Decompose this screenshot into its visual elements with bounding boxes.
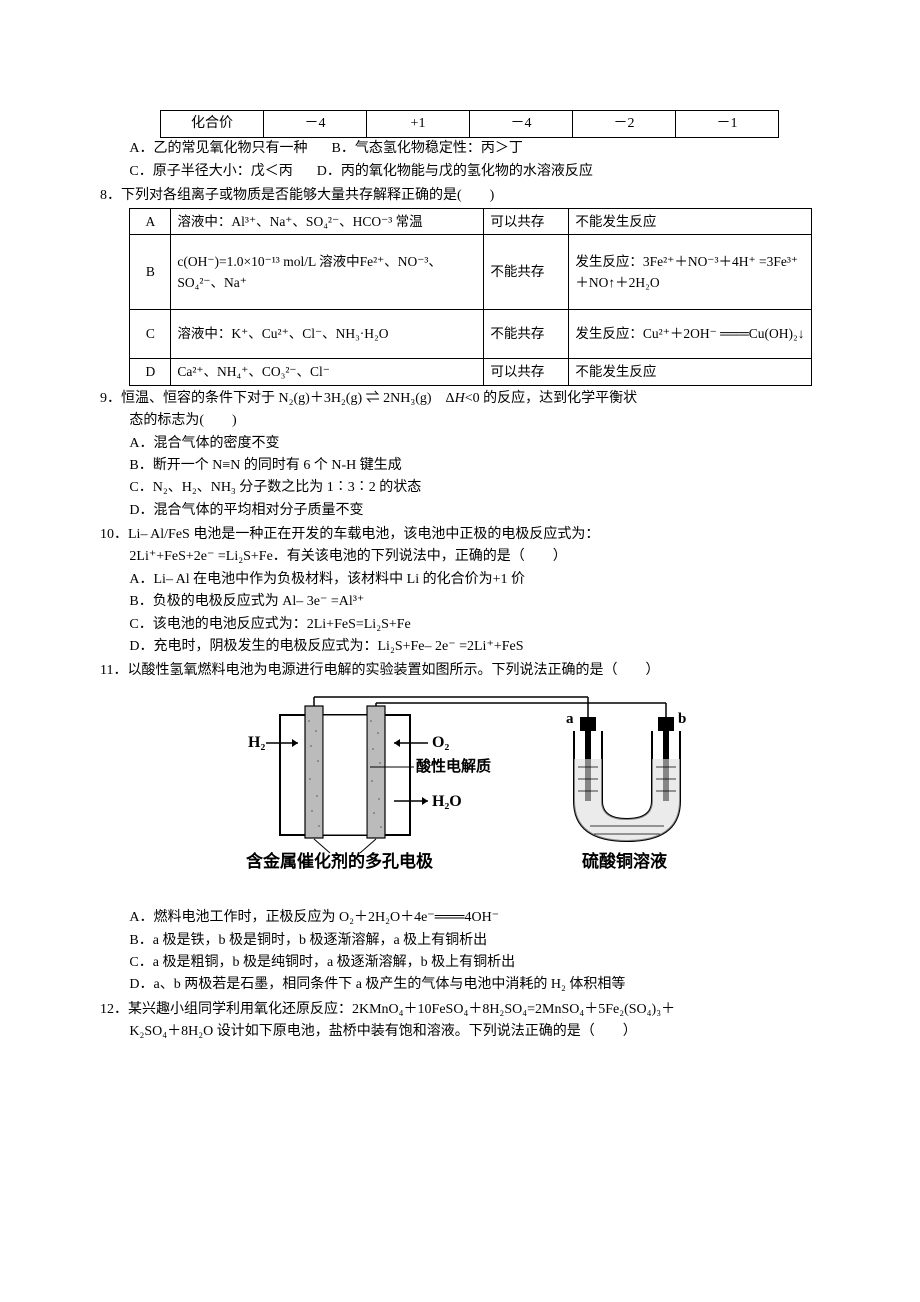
option-c: C．a 极是粗铜，b 极是纯铜时，a 极逐渐溶解，b 极上有铜析出 bbox=[129, 952, 820, 974]
option-a: A．乙的常见氧化物只有一种 bbox=[129, 138, 307, 160]
option-b: B．断开一个 N≡N 的同时有 6 个 N-H 键生成 bbox=[129, 455, 820, 477]
h2o-label: H₂O bbox=[432, 793, 462, 810]
cell: －2 bbox=[573, 111, 676, 138]
question-11: 11．以酸性氢氧燃料电池为电源进行电解的实验装置如图所示。下列说法正确的是（ ） bbox=[100, 660, 820, 996]
q11-stem: 11．以酸性氢氧燃料电池为电源进行电解的实验装置如图所示。下列说法正确的是（ ） bbox=[100, 660, 820, 682]
option-a: A．燃料电池工作时，正极反应为 O₂＋2H₂O＋4e⁻═══4OH⁻ bbox=[129, 907, 820, 929]
q7-table-wrap: 化合价 －4 +1 －4 －2 －1 bbox=[100, 110, 820, 138]
cell: 不能共存 bbox=[484, 235, 569, 310]
q12-stem1: 12．某兴趣小组同学利用氧化还原反应：2KMnO₄＋10FeSO₄＋8H₂SO₄… bbox=[100, 999, 820, 1021]
cell: 不能发生反应 bbox=[569, 359, 812, 386]
option-b: B．气态氢化物稳定性：丙＞丁 bbox=[332, 138, 523, 160]
option-d: D．混合气体的平均相对分子质量不变 bbox=[129, 500, 820, 522]
cell: +1 bbox=[367, 111, 470, 138]
question-8: 8．下列对各组离子或物质是否能够大量共存解释正确的是( ) A 溶液中：Al³⁺… bbox=[100, 185, 820, 386]
table-row: B c(OH⁻)=1.0×10⁻¹³ mol/L 溶液中Fe²⁺、NO⁻³、SO… bbox=[130, 235, 812, 310]
q10-stem1: 10．Li– Al/FeS 电池是一种正在开发的车载电池，该电池中正极的电极反应… bbox=[100, 524, 820, 546]
question-9: 9．恒温、恒容的条件下对于 N₂(g)＋3H₂(g) ⇌ 2NH₃(g) ΔH<… bbox=[100, 388, 820, 522]
q11-diagram: H₂ O₂ 酸性电解质 H₂O 含金属催化剂的多孔电极 a b bbox=[100, 691, 820, 899]
q8-stem: 8．下列对各组离子或物质是否能够大量共存解释正确的是( ) bbox=[100, 185, 820, 207]
table-row: C 溶液中：K⁺、Cu²⁺、Cl⁻、NH₃·H₂O 不能共存 发生反应：Cu²⁺… bbox=[130, 310, 812, 359]
row-header: 化合价 bbox=[161, 111, 264, 138]
a-label: a bbox=[566, 711, 574, 727]
cell: 发生反应：Cu²⁺＋2OH⁻ ═══Cu(OH)₂↓ bbox=[569, 310, 812, 359]
cell: 不能发生反应 bbox=[569, 208, 812, 235]
cell: －4 bbox=[264, 111, 367, 138]
q12-stem2: K₂SO₄＋8H₂O 设计如下原电池，盐桥中装有饱和溶液。下列说法正确的是（ ） bbox=[100, 1021, 820, 1043]
q8-table: A 溶液中：Al³⁺、Na⁺、SO₄²⁻、HCO⁻³ 常温 可以共存 不能发生反… bbox=[129, 208, 812, 386]
cell: 不能共存 bbox=[484, 310, 569, 359]
fuel-cell-diagram-icon: H₂ O₂ 酸性电解质 H₂O 含金属催化剂的多孔电极 a b bbox=[200, 691, 720, 891]
cell: 溶液中：Al³⁺、Na⁺、SO₄²⁻、HCO⁻³ 常温 bbox=[171, 208, 484, 235]
stem-italic: H bbox=[455, 391, 465, 406]
option-b: B．a 极是铁，b 极是铜时，b 极逐渐溶解，a 极上有铜析出 bbox=[129, 930, 820, 952]
cell: －1 bbox=[676, 111, 779, 138]
valence-table: 化合价 －4 +1 －4 －2 －1 bbox=[160, 110, 779, 138]
cell: 发生反应：3Fe²⁺＋NO⁻³＋4H⁺ =3Fe³⁺＋NO↑＋2H₂O bbox=[569, 235, 812, 310]
q9-stem: 9．恒温、恒容的条件下对于 N₂(g)＋3H₂(g) ⇌ 2NH₃(g) ΔH<… bbox=[100, 388, 820, 410]
row-id: C bbox=[130, 310, 171, 359]
option-b: B．负极的电极反应式为 Al– 3e⁻ =Al³⁺ bbox=[129, 591, 820, 613]
question-12: 12．某兴趣小组同学利用氧化还原反应：2KMnO₄＋10FeSO₄＋8H₂SO₄… bbox=[100, 999, 820, 1044]
row-id: A bbox=[130, 208, 171, 235]
q10-stem2: 2Li⁺+FeS+2e⁻ =Li₂S+Fe．有关该电池的下列说法中，正确的是（ … bbox=[100, 546, 820, 568]
cell: c(OH⁻)=1.0×10⁻¹³ mol/L 溶液中Fe²⁺、NO⁻³、SO₄²… bbox=[171, 235, 484, 310]
option-c: C．N₂、H₂、NH₃ 分子数之比为 1∶3∶2 的状态 bbox=[129, 477, 820, 499]
stem-part2: <0 的反应，达到化学平衡状 bbox=[465, 391, 637, 406]
question-10: 10．Li– Al/FeS 电池是一种正在开发的车载电池，该电池中正极的电极反应… bbox=[100, 524, 820, 658]
option-a: A．Li– Al 在电池中作为负极材料，该材料中 Li 的化合价为+1 价 bbox=[129, 569, 820, 591]
electrolyte-label: 酸性电解质 bbox=[416, 757, 491, 775]
table-row: A 溶液中：Al³⁺、Na⁺、SO₄²⁻、HCO⁻³ 常温 可以共存 不能发生反… bbox=[130, 208, 812, 235]
cell: 溶液中：K⁺、Cu²⁺、Cl⁻、NH₃·H₂O bbox=[171, 310, 484, 359]
table-row: D Ca²⁺、NH₄⁺、CO₃²⁻、Cl⁻ 可以共存 不能发生反应 bbox=[130, 359, 812, 386]
option-d: D．a、b 两极若是石墨，相同条件下 a 极产生的气体与电池中消耗的 H₂ 体积… bbox=[129, 974, 820, 996]
cell: 可以共存 bbox=[484, 359, 569, 386]
cell: 可以共存 bbox=[484, 208, 569, 235]
cell: Ca²⁺、NH₄⁺、CO₃²⁻、Cl⁻ bbox=[171, 359, 484, 386]
option-d: D．充电时，阴极发生的电极反应式为：Li₂S+Fe– 2e⁻ =2Li⁺+FeS bbox=[129, 636, 820, 658]
q9-stem-cont: 态的标志为( ) bbox=[100, 410, 820, 432]
row-id: B bbox=[130, 235, 171, 310]
h2-label: H₂ bbox=[248, 734, 265, 751]
right-caption: 硫酸铜溶液 bbox=[582, 851, 667, 871]
stem-part1: 9．恒温、恒容的条件下对于 N₂(g)＋3H₂(g) ⇌ 2NH₃(g) Δ bbox=[100, 391, 455, 406]
row-id: D bbox=[130, 359, 171, 386]
option-d: D．丙的氧化物能与戊的氢化物的水溶液反应 bbox=[317, 161, 593, 183]
q7-options: A．乙的常见氧化物只有一种 B．气态氢化物稳定性：丙＞丁 C．原子半径大小：戊＜… bbox=[100, 138, 820, 183]
o2-label: O₂ bbox=[432, 734, 449, 751]
option-c: C．原子半径大小：戊＜丙 bbox=[129, 161, 292, 183]
left-caption: 含金属催化剂的多孔电极 bbox=[246, 851, 433, 871]
cell: －4 bbox=[470, 111, 573, 138]
b-label: b bbox=[678, 711, 686, 727]
option-c: C．该电池的电池反应式为：2Li+FeS=Li₂S+Fe bbox=[129, 614, 820, 636]
option-a: A．混合气体的密度不变 bbox=[129, 433, 820, 455]
